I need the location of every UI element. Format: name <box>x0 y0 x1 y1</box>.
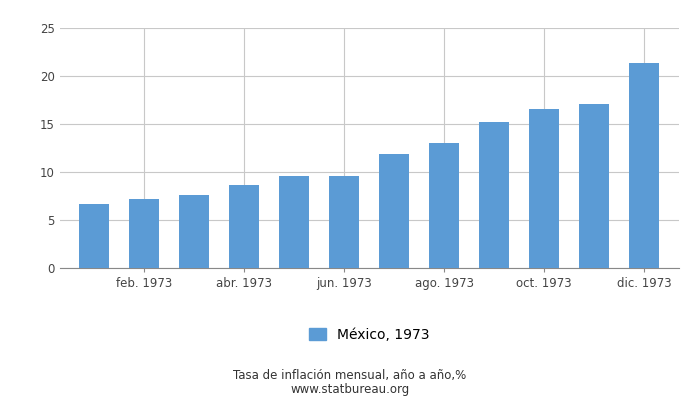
Bar <box>579 104 609 268</box>
Bar <box>80 204 109 268</box>
Legend: México, 1973: México, 1973 <box>309 328 429 342</box>
Bar <box>179 195 209 268</box>
Bar <box>529 109 559 268</box>
Bar <box>379 154 410 268</box>
Text: Tasa de inflación mensual, año a año,%: Tasa de inflación mensual, año a año,% <box>233 370 467 382</box>
Bar <box>230 186 259 268</box>
Bar <box>629 62 659 268</box>
Bar <box>329 176 359 268</box>
Text: www.statbureau.org: www.statbureau.org <box>290 384 410 396</box>
Bar <box>429 143 459 268</box>
Bar <box>480 122 509 268</box>
Bar <box>130 199 160 268</box>
Bar <box>279 176 309 268</box>
